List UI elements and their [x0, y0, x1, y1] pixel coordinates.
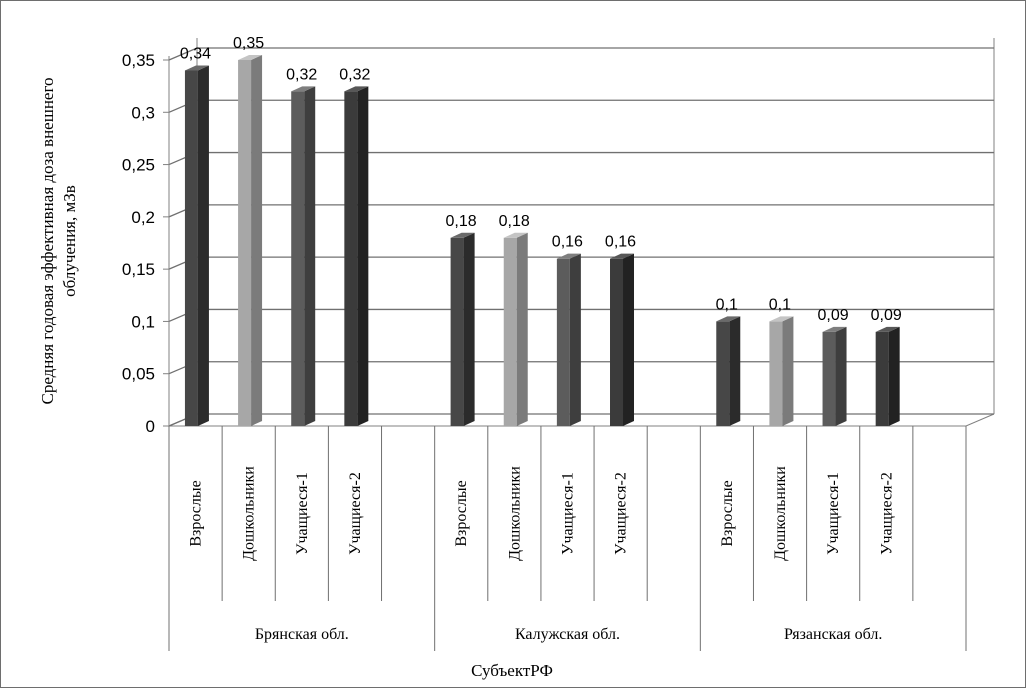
bar [291, 86, 316, 426]
data-label: 0,16 [605, 234, 636, 251]
bar-front [875, 331, 889, 426]
bar-top [822, 326, 847, 332]
y-tick-label: 0,1 [131, 312, 155, 331]
data-label: 0,16 [552, 234, 583, 251]
bar-front [716, 321, 730, 426]
x-category-label: Учащиеся-2 [347, 472, 364, 555]
bar-side [835, 326, 847, 426]
bar [716, 316, 741, 426]
bar-front [450, 237, 464, 426]
y-tick-label: 0,35 [122, 51, 155, 70]
x-group-label: Калужская обл. [515, 626, 620, 643]
y-tick-label: 0 [146, 417, 155, 436]
x-category-label: Взрослые [188, 480, 205, 546]
y-tick-label: 0,05 [122, 365, 155, 384]
bar-top [238, 55, 263, 60]
bar [822, 326, 847, 426]
data-labels: 0,34 0,35 0,32 0,32 0,18 0,18 0,16 0,16 0,1 0,1 0,… [180, 35, 902, 324]
data-label: 0,18 [499, 213, 530, 230]
x-group-label: Рязанская обл. [784, 626, 882, 643]
bar [503, 232, 528, 426]
bar-front [769, 321, 783, 426]
bar [344, 86, 369, 426]
bar [184, 65, 209, 426]
bar-top [503, 232, 528, 238]
bar-side [463, 232, 475, 426]
bar-top [450, 232, 475, 238]
bar-front [291, 91, 305, 426]
x-category-label: Взрослые [719, 480, 736, 546]
bar [610, 253, 635, 426]
bar-top [184, 65, 209, 71]
x-category-label: Дошкольники [241, 466, 258, 561]
data-label: 0,35 [233, 35, 264, 52]
bar-top [610, 253, 635, 259]
y-axis-title-line: облучения, мЗв [60, 185, 79, 297]
bar-front [503, 237, 517, 426]
bar [450, 232, 475, 426]
bar-side [729, 316, 741, 426]
data-label: 0,32 [339, 66, 370, 83]
bar-top [716, 316, 741, 322]
bar-side [251, 55, 263, 426]
x-group-label: Брянская обл. [255, 626, 349, 643]
y-axis-ticks: 0 0,05 0,1 0,15 0,2 0,25 0,3 0,35 [122, 51, 170, 436]
data-label: 0,1 [716, 296, 738, 313]
x-category-label: Дошкольники [772, 466, 789, 561]
bar-top [875, 326, 900, 332]
x-axis-table: Взрослые Дошкольники Учащиеся-1 Учащиеся-2 Б… [168, 426, 967, 651]
bar-side [569, 253, 581, 426]
bar-front [822, 331, 836, 426]
bar-side [888, 326, 900, 426]
bar [875, 326, 900, 426]
x-category-label: Учащиеся-1 [294, 472, 311, 555]
bar-front [238, 60, 252, 426]
bar-side [304, 86, 316, 426]
y-axis-title-line: Средняя годовая эффективная доза внешнег… [38, 77, 57, 404]
x-category-label: Дошкольники [506, 466, 523, 561]
bar-top [344, 86, 369, 92]
bar-front [184, 70, 198, 426]
x-category-label: Учащиеся-2 [613, 472, 630, 555]
x-axis-title: СубъектРФ [471, 661, 553, 680]
data-label: 0,1 [769, 296, 791, 313]
x-category-label: Учащиеся-2 [878, 472, 895, 555]
y-tick-label: 0,15 [122, 260, 155, 279]
bar-top [556, 253, 581, 259]
bar-side [197, 65, 209, 426]
data-label: 0,18 [446, 213, 477, 230]
y-tick-label: 0,25 [122, 156, 155, 175]
y-tick-label: 0,2 [131, 208, 155, 227]
x-category-label: Учащиеся-1 [825, 472, 842, 555]
x-category-label: Взрослые [453, 480, 470, 546]
x-category-label: Учащиеся-1 [560, 472, 577, 555]
data-label: 0,34 [180, 45, 211, 62]
bar-top [291, 86, 316, 92]
bar-top [769, 316, 794, 322]
gridline [168, 47, 994, 61]
y-axis-title: Средняя годовая эффективная доза внешнег… [38, 77, 79, 404]
bar-side [357, 86, 369, 426]
bar-front [344, 91, 358, 426]
bars [184, 55, 900, 426]
bar-side [516, 232, 528, 426]
y-tick-label: 0,3 [131, 103, 155, 122]
bar [238, 55, 263, 426]
bar [769, 316, 794, 426]
bar-side [782, 316, 794, 426]
data-label: 0,09 [817, 307, 848, 324]
bar-front [610, 258, 624, 426]
bar [556, 253, 581, 426]
data-label: 0,09 [871, 307, 902, 324]
bar-side [623, 253, 635, 426]
data-label: 0,32 [286, 66, 317, 83]
bar-front [556, 258, 570, 426]
